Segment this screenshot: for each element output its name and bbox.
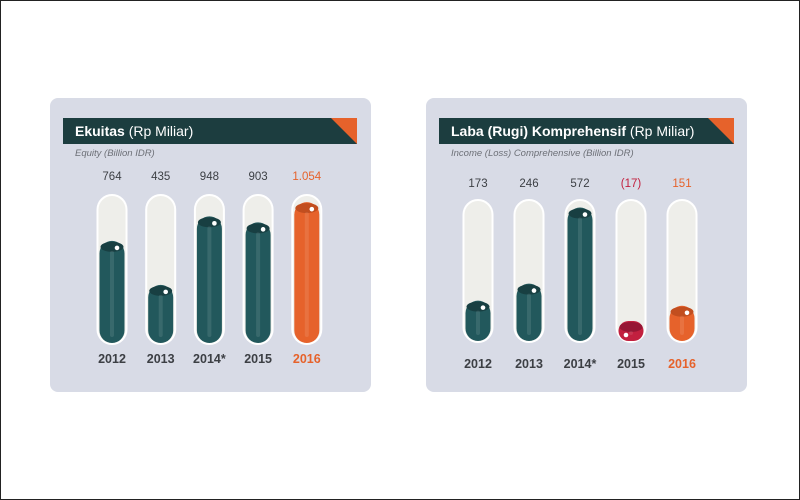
bar-shine xyxy=(680,315,684,335)
value-label: 1.054 xyxy=(292,171,321,183)
bar-cap xyxy=(149,285,173,296)
equity-bar-chart: 764 2012 435 2013 948 2014* 903 2015 1.054 2016 xyxy=(96,171,323,366)
bar-dot xyxy=(163,289,168,295)
banner-corner-accent xyxy=(708,118,734,144)
bar-cap xyxy=(197,217,221,228)
x-tick-label: 2015 xyxy=(617,357,645,371)
bar-dot xyxy=(582,212,588,217)
bar-cap xyxy=(619,322,643,332)
bar-cap xyxy=(246,223,270,234)
bar-shine xyxy=(304,212,309,337)
value-label: 151 xyxy=(672,178,691,190)
equity-chart-unit: (Rp Miliar) xyxy=(128,123,194,139)
bar-track xyxy=(668,201,696,341)
value-label: 435 xyxy=(151,171,170,183)
bar-shine xyxy=(256,232,261,337)
income-chart-unit: (Rp Miliar) xyxy=(629,123,695,139)
bar-2015 xyxy=(245,222,271,343)
bar-2013 xyxy=(516,283,542,341)
bar-cap xyxy=(295,203,319,214)
bar-2016 xyxy=(294,202,320,343)
bar-shine xyxy=(476,310,480,335)
bar-dot xyxy=(260,227,266,232)
bar-2013 xyxy=(148,284,174,343)
x-tick-label: 2014* xyxy=(193,352,226,366)
bar-dot xyxy=(531,288,537,293)
x-tick-label: 2015 xyxy=(244,352,272,366)
bar-shine xyxy=(527,293,531,335)
value-label: (17) xyxy=(621,178,642,190)
bar-dot xyxy=(309,206,315,212)
income-chart-panel: Laba (Rugi) Komprehensif (Rp Miliar) Inc… xyxy=(426,98,747,392)
value-label: 948 xyxy=(200,171,219,183)
bar-shine xyxy=(629,331,633,335)
bar-dot xyxy=(114,245,120,251)
bar-shine xyxy=(110,250,114,337)
bar-2014* xyxy=(567,207,593,341)
x-tick-label: 2012 xyxy=(98,352,126,366)
bar-cap xyxy=(466,301,490,312)
equity-chart-title: Ekuitas xyxy=(75,123,125,139)
bar-2012 xyxy=(99,240,125,343)
equity-chart-subtitle: Equity (Billion IDR) xyxy=(75,148,155,159)
income-chart-title-banner: Laba (Rugi) Komprehensif (Rp Miliar) xyxy=(439,118,734,144)
x-tick-label: 2016 xyxy=(668,357,696,371)
bar-cap xyxy=(670,306,694,317)
bar-cap xyxy=(517,284,541,295)
bar-2014* xyxy=(196,216,222,343)
value-label: 173 xyxy=(468,178,487,190)
value-label: 246 xyxy=(519,178,538,190)
bar-dot xyxy=(212,221,217,226)
income-bar-chart: 173 2012 246 2013 572 2014* (17) 2015 151 2016 xyxy=(462,178,698,371)
bar-cap xyxy=(568,208,592,219)
equity-chart-panel: Ekuitas (Rp Miliar) Equity (Billion IDR)… xyxy=(50,98,371,392)
value-label: 903 xyxy=(249,171,268,183)
banner-corner-accent xyxy=(331,118,357,144)
equity-chart-title-banner: Ekuitas (Rp Miliar) xyxy=(63,118,357,144)
bar-dot xyxy=(684,310,690,316)
bar-shine xyxy=(207,226,212,337)
value-label: 764 xyxy=(102,171,122,183)
income-chart-title: Laba (Rugi) Komprehensif xyxy=(451,123,627,139)
x-tick-label: 2016 xyxy=(293,352,321,366)
bar-dot xyxy=(480,305,486,310)
x-tick-label: 2013 xyxy=(515,357,543,371)
bar-cap xyxy=(100,241,124,252)
x-tick-label: 2014* xyxy=(564,357,597,371)
bar-shine xyxy=(158,294,163,337)
bar-dot xyxy=(623,332,629,338)
bar-shine xyxy=(578,217,582,335)
bar-track xyxy=(617,201,645,341)
x-tick-label: 2012 xyxy=(464,357,492,371)
income-chart-subtitle: Income (Loss) Comprehensive (Billion IDR… xyxy=(451,148,634,159)
value-label: 572 xyxy=(570,178,589,190)
x-tick-label: 2013 xyxy=(147,352,175,366)
